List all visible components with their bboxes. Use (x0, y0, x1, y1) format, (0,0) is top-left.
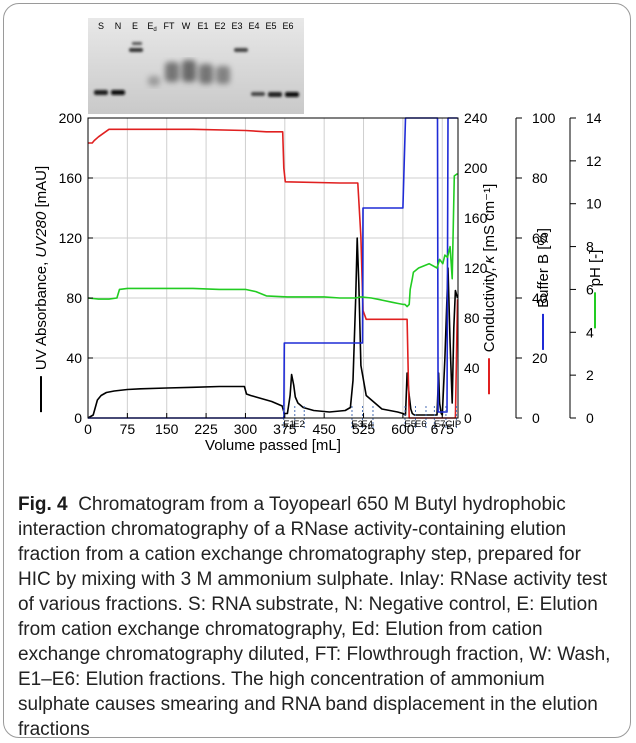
y-tick-label: 100 (532, 110, 556, 126)
y-axis-label: UV Absorbance, UV280 [mAU] (33, 166, 50, 370)
y-axis-label: pH [-] (587, 250, 604, 287)
y-tick-label: 8 (586, 239, 594, 255)
y-tick-label: 0 (532, 410, 540, 426)
x-tick-label: 375 (273, 421, 297, 437)
gel-band-E6 (285, 92, 299, 97)
gel-band-E-upper (132, 42, 142, 45)
x-tick-label: 675 (431, 421, 455, 437)
fraction-label: E1 (283, 419, 295, 430)
series-line-2 (88, 117, 458, 419)
x-tick-label: 150 (155, 421, 179, 437)
y-tick-label: 20 (532, 350, 548, 366)
gel-lane-label: E5 (265, 21, 276, 31)
gel-lane-label: E1 (197, 21, 208, 31)
y-tick-label: 0 (74, 410, 82, 426)
y-tick-label: 80 (532, 170, 548, 186)
y-tick-label: 200 (464, 160, 488, 176)
y-axis-label: Conductivity, κ [mS cm⁻¹] (481, 184, 498, 353)
fraction-label: E3 (351, 419, 363, 430)
caption-label: Fig. 4 (18, 494, 68, 515)
y-tick-label: 120 (464, 260, 488, 276)
gel-band-S (94, 90, 108, 95)
x-tick-label: 450 (312, 421, 336, 437)
y-tick-label: 200 (59, 110, 83, 126)
y-tick-label: 2 (586, 367, 594, 383)
x-tick-label: 0 (84, 421, 92, 437)
y-tick-label: 160 (464, 210, 488, 226)
y-tick-label: 40 (66, 350, 82, 366)
fraction-label: E7 (434, 419, 446, 430)
gel-lane-label: E4 (248, 21, 259, 31)
chart-series (87, 117, 459, 419)
y-tick-label: 120 (59, 230, 83, 246)
gel-lane-label: E3 (231, 21, 242, 31)
y-tick-label: 4 (586, 324, 594, 340)
y-tick-label: 12 (586, 153, 602, 169)
gel-lane-label: N (115, 21, 122, 31)
gel-lane-label: Ed (147, 21, 156, 33)
fraction-label: CIP (445, 419, 461, 430)
gel-lane-labels: S N E Ed FT W E1 E2 E3 E4 E5 E6 (98, 21, 294, 33)
x-axis-label: Volume passed [mL] (205, 437, 341, 454)
y-tick-label: 80 (464, 310, 480, 326)
x-tick-label: 525 (352, 421, 376, 437)
caption-text: Chromatogram from a Toyopearl 650 M Buty… (18, 494, 611, 740)
y-axis-title-2: Buffer B [%] (535, 228, 552, 350)
figure-frame (3, 3, 631, 738)
gel-band-E5 (268, 92, 282, 97)
figure-caption: Fig. 4 Chromatogram from a Toyopearl 650… (18, 492, 618, 742)
y-tick-label: 10 (586, 196, 602, 212)
gel-smears (148, 60, 230, 86)
y-axis-label: Buffer B [%] (535, 228, 552, 308)
gel-lane-label: FT (164, 21, 175, 31)
gel-band-N (111, 90, 125, 95)
y-axis-title-3: pH [-] (587, 250, 604, 329)
gel-lane-label: E6 (282, 21, 293, 31)
x-tick-label: 75 (120, 421, 136, 437)
y-tick-label: 6 (586, 281, 594, 297)
gel-band-E4 (251, 92, 265, 96)
y-tick-label: 14 (586, 110, 602, 126)
fraction-label: E2 (293, 419, 305, 430)
gel-band-E3 (234, 48, 248, 52)
chart-grid (87, 117, 458, 419)
y-tick-label: 60 (532, 230, 548, 246)
y-tick-label: 160 (59, 170, 83, 186)
gel-lane-label: W (182, 21, 191, 31)
plot-border (87, 117, 459, 419)
fraction-label: E6 (415, 419, 427, 430)
y-axis-title-0: UV Absorbance, UV280 [mAU] (33, 166, 50, 413)
y-tick-label: 40 (532, 290, 548, 306)
fraction-label: E5 (404, 419, 416, 430)
gel-inlay: S N E Ed FT W E1 E2 E3 E4 E5 E6 (88, 18, 304, 114)
series-line-0 (87, 237, 459, 419)
y-tick-label: 0 (464, 410, 472, 426)
y-tick-label: 80 (66, 290, 82, 306)
y-tick-label: 40 (464, 360, 480, 376)
series-line-3 (87, 173, 458, 308)
y-tick-label: 0 (586, 410, 594, 426)
fraction-label: E4 (361, 419, 373, 430)
x-tick-label: 600 (391, 421, 415, 437)
gel-lane-label: S (98, 21, 104, 31)
gel-band-E (129, 48, 143, 52)
gel-lane-label: E (132, 21, 138, 31)
y-tick-label: 240 (464, 110, 488, 126)
y-axis-title-1: Conductivity, κ [mS cm⁻¹] (481, 184, 498, 395)
x-tick-label: 300 (234, 421, 258, 437)
series-line-1 (88, 128, 459, 419)
gel-lane-label: E2 (214, 21, 225, 31)
gel-bands (94, 42, 299, 97)
x-tick-label: 225 (194, 421, 218, 437)
